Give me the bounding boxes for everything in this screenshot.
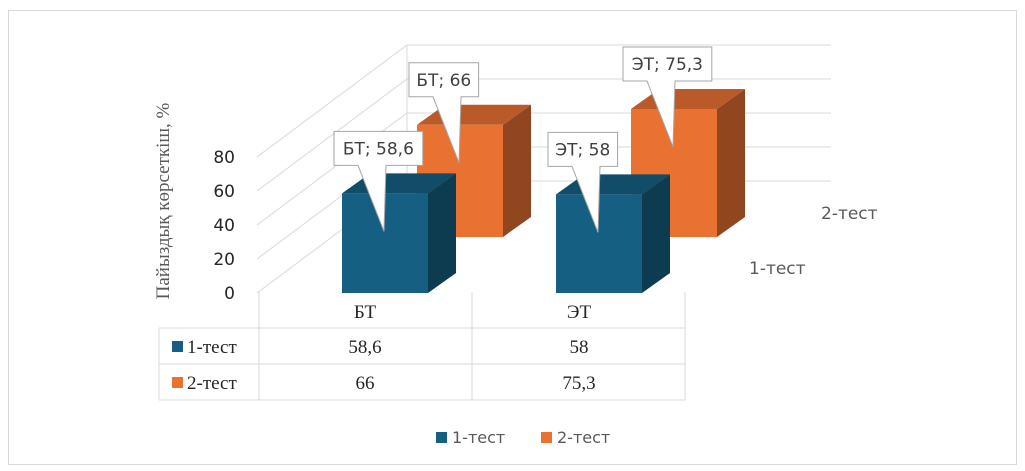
y-tick-labels: 0 20 40 60 80 (213, 148, 235, 304)
table-legend-key-2-test (172, 377, 183, 388)
table-row-label-1-test: 1-тест (187, 337, 237, 358)
table-legend-key-1-test (172, 341, 183, 352)
callout-label: ЭТ; 58 (555, 140, 610, 160)
chart-frame: 0 20 40 60 80 Пайыздық көрсеткіш, % БТ; 58,6… (8, 10, 1017, 465)
legend-swatch-1-test (436, 432, 447, 443)
y-tick-label: 20 (213, 250, 235, 270)
legend-label-2-test: 2-тест (557, 428, 610, 447)
bar-side (717, 88, 745, 238)
table-cell-2-test-et: 75,3 (562, 373, 595, 394)
callout-label: ЭТ; 75,3 (632, 55, 703, 75)
bars (342, 88, 745, 293)
table-header-bt: БТ (354, 302, 377, 323)
callout-label: БТ; 66 (416, 71, 471, 91)
bar-side (503, 104, 531, 237)
data-table: БТ ЭТ 1-тест 58,6 58 2-тест 66 75,3 (158, 292, 686, 401)
table-cell-1-test-bt: 58,6 (348, 337, 381, 358)
y-axis-label: Пайыздық көрсеткіш, % (153, 102, 174, 299)
bar-1-тест-БТ (342, 173, 456, 293)
y-tick-label: 80 (213, 148, 235, 168)
y-tick-label: 60 (213, 182, 235, 202)
bar-chart-3d: 0 20 40 60 80 Пайыздық көрсеткіш, % БТ; 58,6… (153, 44, 878, 447)
depth-label-1-test: 1-тест (749, 259, 806, 279)
data-callouts: БТ; 58,6 ЭТ; 58 БТ; 66 ЭТ; 75,3 (333, 46, 713, 233)
callout-box (408, 62, 480, 163)
legend-label-1-test: 1-тест (452, 428, 505, 447)
bar-side (428, 173, 456, 293)
table-cell-2-test-bt: 66 (356, 373, 375, 394)
bar-side (642, 174, 670, 293)
callout-2-тест-БТ: БТ; 66 (408, 62, 480, 163)
callout-2-тест-ЭТ: ЭТ; 75,3 (622, 46, 713, 148)
callout-box (333, 130, 424, 232)
bar-1-тест-ЭТ (556, 174, 670, 293)
table-header-et: ЭТ (567, 302, 592, 323)
y-tick-label: 0 (224, 284, 235, 304)
callout-1-тест-ЭТ: ЭТ; 58 (547, 131, 619, 233)
table-row-label-2-test: 2-тест (187, 373, 237, 394)
callout-1-тест-БТ: БТ; 58,6 (333, 130, 424, 232)
legend-swatch-2-test (541, 432, 552, 443)
callout-label: БТ; 58,6 (343, 139, 414, 159)
callout-box (547, 131, 619, 233)
table-cell-1-test-et: 58 (570, 337, 589, 358)
callout-box (622, 46, 713, 148)
y-tick-label: 40 (213, 216, 235, 236)
depth-label-2-test: 2-тест (821, 204, 878, 224)
legend: 1-тест 2-тест (436, 428, 610, 447)
